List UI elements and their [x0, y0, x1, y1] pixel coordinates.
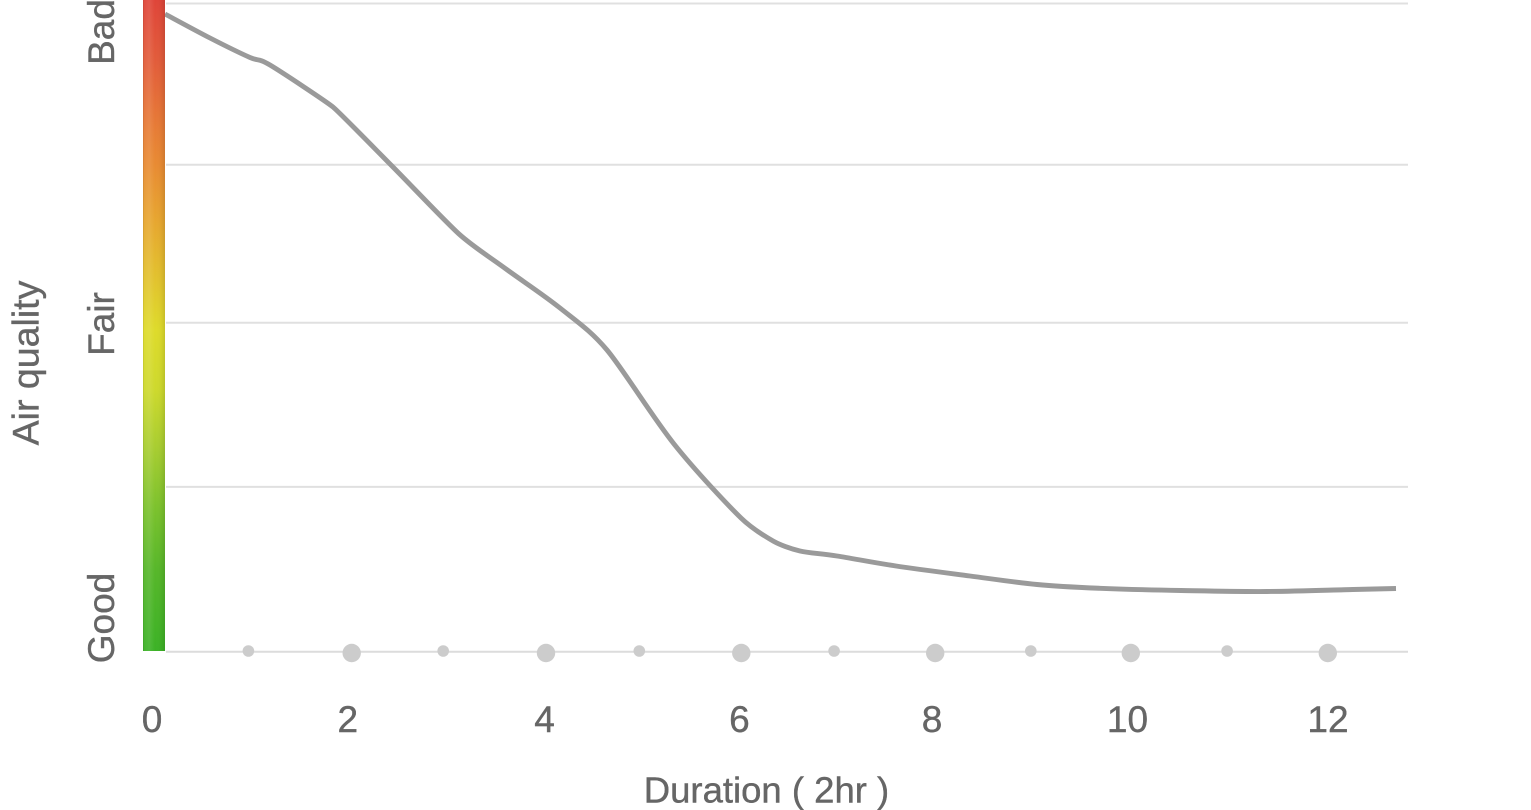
svg-text:Bad: Bad	[81, 0, 122, 65]
svg-text:Air quality: Air quality	[5, 280, 47, 445]
svg-text:6: 6	[729, 699, 750, 740]
svg-text:Good: Good	[81, 573, 122, 664]
svg-text:8: 8	[922, 699, 943, 740]
svg-text:4: 4	[534, 699, 555, 740]
svg-text:Fair: Fair	[81, 292, 122, 356]
svg-text:10: 10	[1107, 699, 1148, 740]
svg-text:0: 0	[142, 699, 163, 740]
svg-text:12: 12	[1307, 699, 1348, 740]
svg-text:Duration ( 2hr ): Duration ( 2hr )	[644, 770, 889, 810]
svg-text:2: 2	[338, 699, 359, 740]
